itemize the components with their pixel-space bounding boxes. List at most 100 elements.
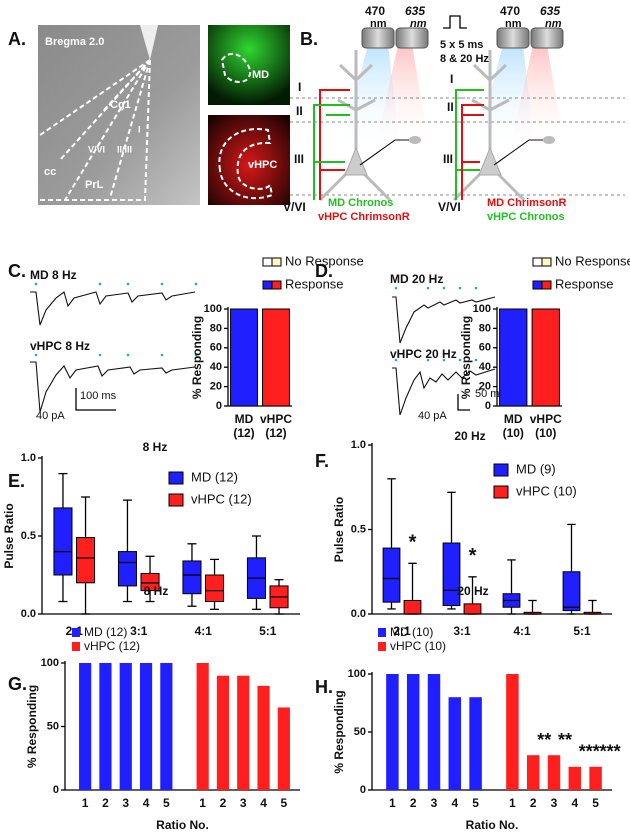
slice-label: Cg1 (110, 99, 131, 111)
legend-swatch (541, 280, 552, 290)
y-tick-label: 0.5 (21, 530, 36, 542)
y-tick-label: 50 (47, 720, 59, 732)
layer-label: V/VI (438, 200, 461, 214)
legend-swatch (378, 642, 386, 651)
electrode (359, 139, 410, 166)
x-tick-label: 1 (199, 796, 206, 810)
box (117, 551, 137, 587)
x-tick-label: 2:1 (393, 624, 411, 638)
light-source (496, 27, 530, 49)
light-beam (510, 45, 565, 150)
panel-letter: G. (8, 674, 27, 694)
ephys-trace (30, 361, 196, 413)
slice-label: II/III (117, 144, 132, 154)
midline (140, 25, 158, 60)
layer-label: II (447, 100, 454, 114)
bar (262, 308, 290, 407)
wavelength: 635 (540, 4, 560, 18)
x-tick-label: (12) (265, 426, 286, 440)
significance: ** (537, 730, 551, 750)
bar (386, 674, 399, 790)
trace-label: MD 8 Hz (30, 268, 77, 282)
stim-dot (426, 358, 430, 362)
x-tick-label: 3 (122, 796, 129, 810)
significance: *** (600, 742, 621, 762)
legend-label: Response (555, 276, 614, 291)
y-tick-label: 0 (360, 784, 366, 796)
y-tick-label: 0.0 (351, 608, 366, 620)
stim-dot (126, 282, 130, 286)
stim-dot (426, 286, 430, 290)
box (382, 547, 401, 603)
pipette (543, 136, 555, 144)
chart-title: 20 Hz (457, 584, 488, 598)
legend-label: vHPC (12) (191, 491, 252, 506)
x-tick-label: 4 (451, 796, 458, 810)
slice-label: I (138, 124, 141, 134)
chart-title: 8 Hz (144, 584, 169, 598)
bar (427, 674, 441, 790)
bar (531, 308, 560, 407)
unit: nm (505, 18, 522, 30)
opsin-label: MD Chronos (328, 197, 393, 209)
x-tick-label: 3:1 (130, 624, 148, 638)
y-tick-label: 100 (473, 303, 491, 315)
y-tick-label: 0 (485, 400, 491, 412)
slice-photo (38, 25, 200, 205)
wavelength: 470 (365, 4, 385, 18)
x-tick-label: 5 (281, 796, 288, 810)
wavelength: 635 (405, 4, 425, 18)
x-tick-label: 2 (220, 796, 227, 810)
box (403, 599, 422, 615)
bar (257, 685, 270, 790)
legend-label: vHPC (10) (516, 483, 577, 498)
y-axis-label: Pulse Ratio (2, 503, 16, 568)
md-outline (220, 52, 252, 83)
bar (196, 663, 209, 790)
light-beam (375, 45, 430, 150)
panel-letter: C. (8, 261, 26, 281)
x-tick-label: 1 (389, 796, 396, 810)
panel-letter: B. (300, 29, 318, 49)
pipette (409, 136, 421, 144)
stim-dot (442, 286, 446, 290)
x-tick-label: 1 (82, 796, 89, 810)
light-source (530, 27, 564, 49)
bar (99, 663, 112, 790)
x-tick-label: 5 (592, 796, 599, 810)
panel-letter: D. (315, 261, 333, 281)
neuron (478, 146, 502, 176)
legend-swatch (532, 257, 543, 267)
legend-label: MD (12) (191, 469, 238, 484)
layer-label: III (443, 152, 453, 166)
scale-label: 50 ms (475, 388, 505, 400)
box (53, 507, 73, 576)
x-tick-label: 3 (431, 796, 438, 810)
stim-dot (442, 358, 446, 362)
bar (406, 674, 420, 790)
inset-label: MD (252, 69, 269, 81)
bar (237, 675, 250, 790)
y-tick-label: 20 (479, 381, 491, 393)
x-tick-label: 4 (143, 796, 150, 810)
panel-letter: F. (315, 451, 329, 471)
box (463, 603, 482, 615)
y-axis-label: % Responding (459, 316, 473, 399)
significance: * (469, 545, 477, 567)
x-tick-label: vHPC (260, 412, 292, 426)
bar (526, 755, 540, 790)
box (562, 571, 581, 612)
y-tick-label: 1.0 (351, 439, 366, 451)
unit: nm (545, 18, 562, 30)
legend-swatch (271, 257, 282, 267)
stim-dot (458, 286, 462, 290)
legend-swatch (262, 257, 273, 267)
slice-label: V/VI (88, 144, 105, 154)
layer-label: V/VI (283, 200, 306, 214)
legend-swatch (271, 280, 282, 290)
x-tick-label: 1 (509, 796, 516, 810)
opsin-label: vHPC ChrimsonR (318, 211, 410, 223)
legend-swatch (378, 628, 386, 637)
y-axis-label: % Responding (190, 316, 204, 399)
x-tick-label: 2 (530, 796, 537, 810)
